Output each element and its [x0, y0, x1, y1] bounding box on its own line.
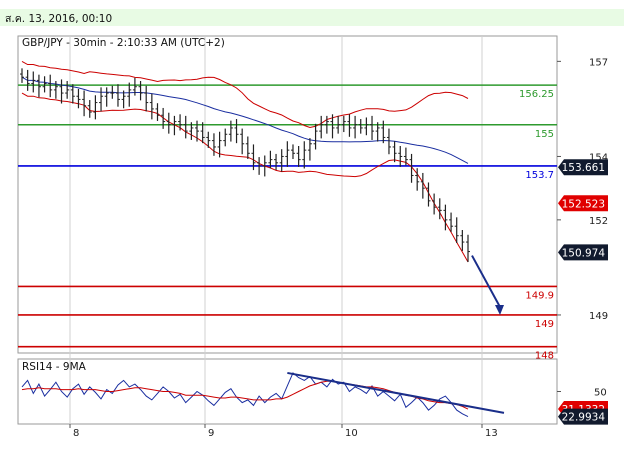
price-label-box — [558, 244, 608, 261]
top-bar: ส.ค. 13, 2016, 00:10 — [0, 0, 624, 26]
rsi-line — [21, 372, 469, 418]
price-label-text: 150.974 — [562, 247, 606, 259]
date-time-label: ส.ค. 13, 2016, 00:10 — [5, 13, 113, 25]
rsi-y-tick-label: 50 — [594, 388, 607, 399]
forecast-arrow-shaft — [471, 255, 501, 308]
x-tick-label: 10 — [345, 428, 358, 439]
x-tick-label: 8 — [73, 428, 79, 439]
date-header: ส.ค. 13, 2016, 00:10 — [0, 9, 624, 26]
level-label: 149 — [535, 319, 554, 330]
rsi-trendline — [287, 371, 505, 414]
price-label-box — [558, 159, 608, 176]
bollinger-lower-band — [21, 92, 469, 263]
price-label-text: 153.661 — [562, 162, 605, 174]
y-tick-label: 154 — [589, 152, 608, 163]
price-panel-frame — [17, 35, 558, 354]
y-tick-label: 152 — [589, 216, 608, 227]
y-tick-label: 149 — [589, 311, 608, 322]
indicator-title: RSI14 - 9MA — [22, 361, 87, 373]
rsi-label-text: 22.9934 — [562, 412, 606, 424]
x-tick-label: 13 — [485, 428, 498, 439]
y-tick-label: 157 — [589, 57, 608, 68]
price-label-box — [558, 195, 608, 212]
level-label: 155 — [535, 129, 554, 140]
level-label: 148 — [535, 351, 554, 362]
moving-average-line — [21, 76, 469, 164]
chart-title: GBP/JPY - 30min - 2:10:33 AM (UTC+2) — [22, 37, 225, 49]
forecast-arrow-head — [495, 304, 504, 315]
bollinger-upper-band — [21, 60, 469, 129]
level-label: 156.25 — [519, 89, 554, 100]
level-label: 153.7 — [525, 170, 554, 181]
rsi-label-box — [558, 408, 608, 425]
x-tick-label: 9 — [208, 428, 214, 439]
level-label: 149.9 — [525, 290, 554, 301]
rsi-panel-frame — [17, 358, 558, 425]
price-label-text: 152.523 — [562, 198, 605, 210]
